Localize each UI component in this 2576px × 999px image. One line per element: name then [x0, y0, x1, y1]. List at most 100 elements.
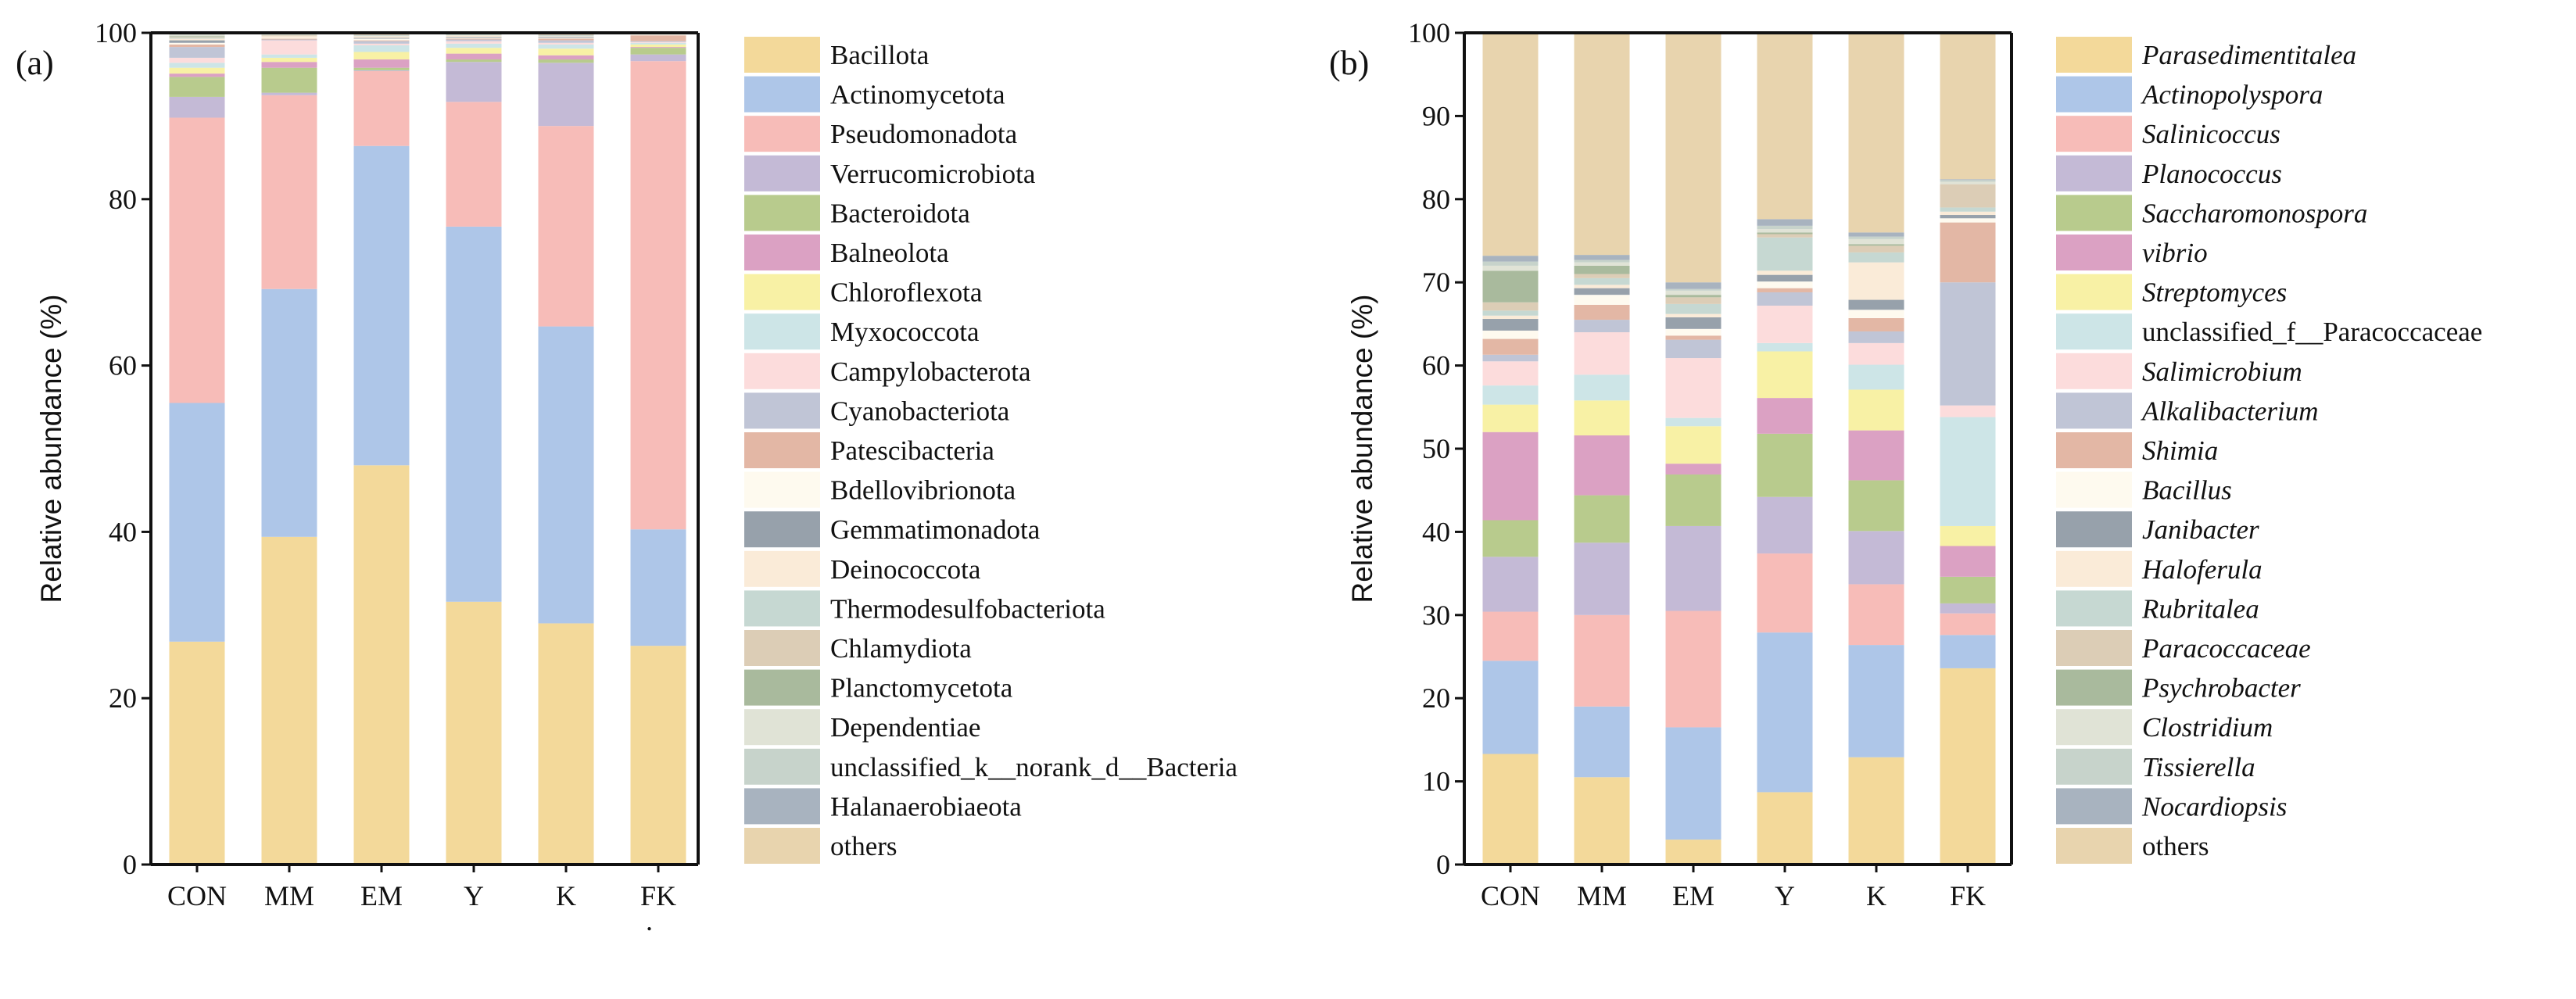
bar-segment-k-6 — [538, 48, 594, 56]
y-tick-label: 80 — [1422, 184, 1450, 215]
legend-item: Bdellovibrionota — [744, 471, 1016, 508]
bar-segment-y-3 — [446, 62, 502, 102]
legend-item: others — [2056, 828, 2209, 864]
legend-item: Actinomycetota — [744, 76, 1005, 113]
legend-label: others — [2142, 831, 2209, 861]
legend-label: Tissierella — [2142, 752, 2255, 782]
bar-segment-con-11 — [1482, 330, 1539, 339]
bar-segment-fk-19 — [1940, 179, 1996, 181]
bar-segment-em-14 — [1665, 303, 1722, 314]
legend-label: Salimicrobium — [2142, 356, 2302, 387]
bar-segment-mm-10 — [261, 38, 317, 40]
bar-segment-k-9 — [1848, 331, 1904, 343]
x-tick-label: MM — [1577, 880, 1627, 911]
bar-segment-mm-5 — [261, 62, 317, 68]
legend-label: Verrucomicrobiota — [830, 159, 1036, 189]
legend-label: Saccharomonospora — [2142, 198, 2367, 228]
bar-segment-con-12 — [1482, 319, 1539, 331]
bar-segment-con-2 — [1482, 611, 1539, 661]
bar-segment-y-17 — [1757, 229, 1813, 233]
bar-segment-fk-11 — [1940, 218, 1996, 223]
bar-segment-em-17 — [1665, 290, 1722, 295]
bar-segment-y-16 — [1757, 232, 1813, 235]
bar-segment-fk-8 — [630, 41, 686, 43]
bar-segment-k-14 — [538, 35, 594, 37]
bar-segment-k-0 — [1848, 757, 1904, 865]
bar-segment-em-16 — [1665, 295, 1722, 298]
bar-segment-em-13 — [1665, 313, 1722, 317]
x-tick-label: FK — [640, 880, 676, 911]
bar-segment-fk-17 — [1940, 181, 1996, 184]
bar-segment-em-5 — [353, 59, 410, 68]
bar-segment-y-7 — [446, 43, 502, 48]
legend-swatch — [744, 353, 820, 389]
bar-segment-y-10 — [1757, 288, 1813, 292]
bar-segment-k-2 — [538, 126, 594, 327]
legend-swatch — [744, 116, 820, 152]
bar-segment-mm-13 — [1574, 285, 1630, 288]
y-tick-label: 0 — [1436, 849, 1450, 880]
bar-segment-em-9 — [353, 41, 410, 44]
bar-segment-k-17 — [1848, 238, 1904, 245]
bar-segment-y-1 — [1757, 632, 1813, 793]
legend-item: Streptomyces — [2056, 274, 2287, 310]
bar-segment-fk-20 — [1940, 33, 1996, 180]
legend-label: Thermodesulfobacteriota — [830, 593, 1105, 624]
legend-swatch — [744, 550, 820, 587]
legend-swatch — [2056, 748, 2132, 785]
x-tick-label: CON — [1481, 880, 1540, 911]
panel-b-genus-chart: CON MM EM Y K FK 0 10 20 30 40 50 60 70 80 90 100 Relativ… — [1329, 17, 2482, 911]
bar-segment-fk-6 — [1940, 525, 1996, 546]
legend-swatch — [2056, 313, 2132, 350]
bar-segment-fk-7 — [1940, 417, 1996, 526]
legend-swatch — [2056, 274, 2132, 310]
legend-label: Planococcus — [2141, 159, 2282, 189]
legend-swatch — [744, 590, 820, 627]
legend-item: Verrucomicrobiota — [744, 155, 1036, 192]
bar-segment-con-15 — [1482, 302, 1539, 311]
bar-segment-y-18 — [1757, 225, 1813, 230]
bar-segment-y-15 — [1757, 234, 1813, 238]
bar-segment-em-12 — [1665, 317, 1722, 329]
legend-swatch — [744, 37, 820, 73]
bar-segment-mm-11 — [1574, 295, 1630, 305]
bar-segment-k-7 — [1848, 364, 1904, 390]
bar-segment-con-9 — [1482, 354, 1539, 362]
bar-segment-y-12 — [1757, 274, 1813, 282]
legend-label: Chloroflexota — [830, 278, 983, 308]
bar-segment-fk-5 — [630, 47, 686, 48]
legend-item: Planctomycetota — [744, 669, 1013, 706]
bar-segment-k-13 — [1848, 262, 1904, 300]
bar-segment-mm-3 — [261, 92, 317, 95]
bar-segment-con-13 — [169, 38, 225, 41]
x-tick-label: Y — [464, 880, 484, 911]
y-tick-label: 60 — [109, 350, 137, 381]
bar-segment-fk-3 — [1940, 603, 1996, 614]
bar-segment-y-9 — [1757, 292, 1813, 306]
legend-swatch — [2056, 788, 2132, 825]
bar-segment-y-13 — [446, 35, 502, 38]
bar-segment-mm-7 — [1574, 374, 1630, 401]
bar-segment-k-4 — [1848, 480, 1904, 532]
bar-segment-con-0 — [169, 641, 225, 865]
legend-label: vibrio — [2142, 238, 2208, 268]
legend-label: Bdellovibrionota — [830, 475, 1016, 506]
bar-segment-k-15 — [1848, 245, 1904, 252]
bar-segment-con-8 — [169, 57, 225, 63]
bar-segment-k-2 — [1848, 584, 1904, 646]
legend-swatch — [2056, 353, 2132, 389]
bar-segment-con-0 — [1482, 754, 1539, 865]
legend-swatch — [744, 669, 820, 706]
legend-swatch — [744, 313, 820, 350]
legend-item: Gemmatimonadota — [744, 511, 1041, 548]
legend-label: Nocardiopsis — [2141, 791, 2287, 822]
bar-segment-mm-9 — [261, 39, 317, 41]
legend-swatch — [744, 511, 820, 548]
bar-segment-y-2 — [1757, 553, 1813, 633]
bar-segment-k-13 — [538, 36, 594, 38]
legend-swatch — [744, 748, 820, 785]
bar-segment-fk-8 — [1940, 405, 1996, 417]
legend-swatch — [2056, 155, 2132, 192]
bar-segment-em-20 — [1665, 33, 1722, 283]
x-tick-label: FK — [1950, 880, 1986, 911]
